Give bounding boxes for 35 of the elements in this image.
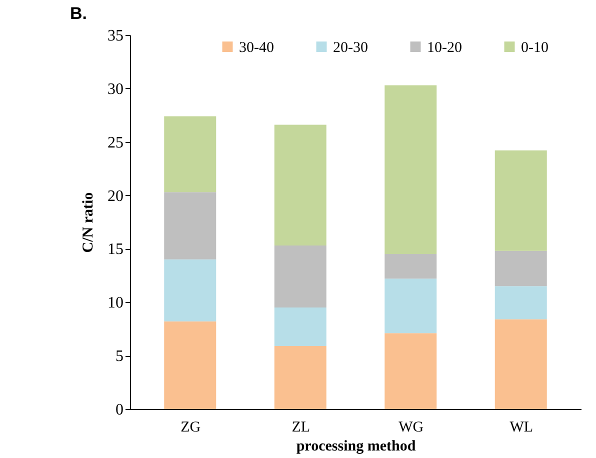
legend-label: 30-40 xyxy=(239,40,274,56)
bar xyxy=(274,246,326,308)
x-tick-label: ZG xyxy=(180,420,201,436)
x-tick-label: ZL xyxy=(292,420,310,436)
bar xyxy=(274,346,326,409)
bar xyxy=(384,333,437,409)
y-tick-label: 25 xyxy=(108,134,124,152)
bar xyxy=(164,321,216,409)
y-tick-label: 20 xyxy=(108,188,124,205)
bar xyxy=(384,254,437,279)
y-tick-label: 0 xyxy=(116,402,124,418)
x-tick-label: WL xyxy=(510,420,534,436)
y-axis-title: C/N ratio xyxy=(80,192,96,253)
bar xyxy=(384,278,437,334)
bar xyxy=(274,307,326,346)
x-tick-label: WG xyxy=(398,420,424,436)
bar xyxy=(494,286,547,320)
bar xyxy=(164,259,216,322)
bar xyxy=(274,124,326,246)
x-axis-title: processing method xyxy=(296,438,416,454)
legend-label: 0-10 xyxy=(521,40,548,56)
bar xyxy=(164,192,216,260)
bar xyxy=(494,150,547,251)
bar xyxy=(494,319,547,409)
y-tick-label: 15 xyxy=(108,241,124,258)
bar xyxy=(494,250,547,286)
y-tick-label: 35 xyxy=(108,28,124,44)
legend-label: 20-30 xyxy=(333,40,368,56)
bar xyxy=(384,85,437,254)
y-tick-label: 30 xyxy=(108,80,124,98)
y-tick-label: 5 xyxy=(116,348,124,366)
bar xyxy=(164,116,216,192)
y-tick-label: 10 xyxy=(108,294,124,312)
legend-label: 10-20 xyxy=(427,40,462,56)
chart-title: B. xyxy=(70,4,87,23)
